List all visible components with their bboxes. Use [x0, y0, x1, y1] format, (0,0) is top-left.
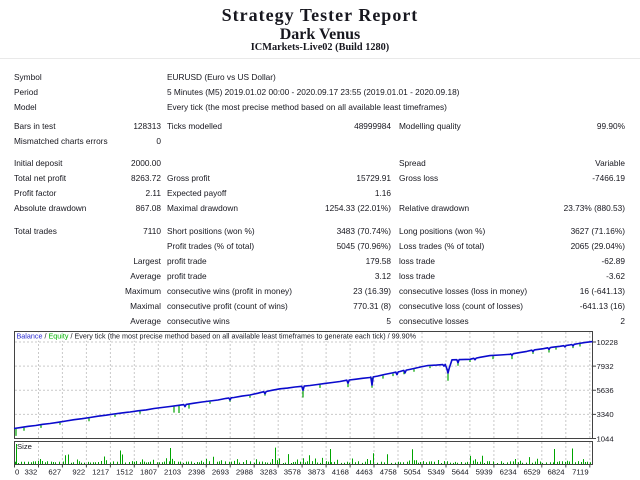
svg-text:2693: 2693 [212, 468, 229, 477]
svg-text:Balance / Equity / Every tick: Balance / Equity / Every tick (the most … [17, 332, 417, 341]
svg-text:1044: 1044 [597, 434, 615, 443]
svg-text:7119: 7119 [572, 468, 589, 477]
svg-text:3578: 3578 [284, 468, 301, 477]
svg-text:1512: 1512 [116, 468, 133, 477]
svg-text:0: 0 [15, 468, 19, 477]
svg-text:7932: 7932 [597, 362, 614, 371]
svg-text:332: 332 [24, 468, 37, 477]
svg-text:2988: 2988 [236, 468, 253, 477]
svg-text:3873: 3873 [308, 468, 325, 477]
svg-text:6529: 6529 [523, 468, 540, 477]
svg-text:5636: 5636 [597, 386, 614, 395]
svg-text:2398: 2398 [188, 468, 205, 477]
svg-text:627: 627 [48, 468, 61, 477]
svg-text:1217: 1217 [92, 468, 109, 477]
svg-text:5349: 5349 [428, 468, 445, 477]
svg-text:4758: 4758 [380, 468, 397, 477]
svg-text:3283: 3283 [260, 468, 277, 477]
svg-text:4168: 4168 [332, 468, 349, 477]
svg-text:1807: 1807 [140, 468, 157, 477]
svg-text:6824: 6824 [547, 468, 565, 477]
svg-text:4463: 4463 [356, 468, 373, 477]
svg-text:10228: 10228 [597, 338, 618, 347]
svg-text:Size: Size [17, 442, 32, 451]
svg-text:6234: 6234 [500, 468, 518, 477]
svg-text:3340: 3340 [597, 410, 614, 419]
svg-text:5054: 5054 [404, 468, 422, 477]
svg-text:2103: 2103 [164, 468, 181, 477]
svg-text:5644: 5644 [452, 468, 470, 477]
svg-text:5939: 5939 [476, 468, 493, 477]
svg-text:922: 922 [72, 468, 85, 477]
